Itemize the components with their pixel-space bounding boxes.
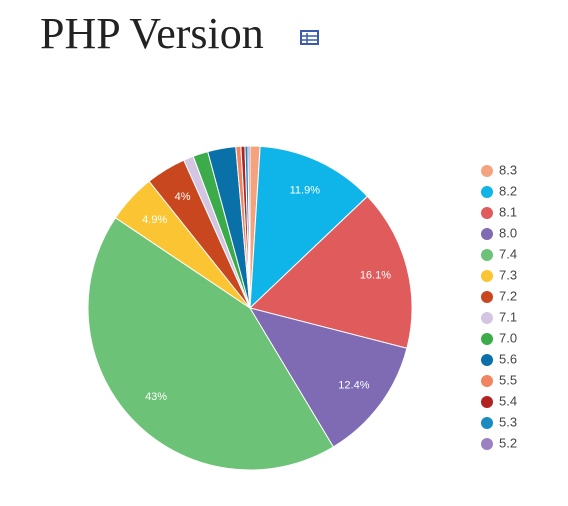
legend-label: 5.6	[499, 351, 517, 366]
legend-swatch	[481, 270, 493, 282]
value-label: 4.9%	[142, 214, 167, 226]
value-label: 43%	[145, 391, 167, 403]
legend-label: 5.2	[499, 435, 517, 450]
pie-slice	[249, 145, 369, 310]
legend-label: 7.1	[499, 309, 517, 324]
legend-label: 5.5	[499, 372, 517, 387]
legend-swatch	[481, 186, 493, 198]
legend-swatch	[481, 354, 493, 366]
legend-swatch	[481, 417, 493, 429]
legend-swatch	[481, 438, 493, 450]
legend-label: 7.4	[499, 246, 517, 261]
legend-swatch	[481, 333, 493, 345]
legend-label: 7.3	[499, 267, 517, 282]
table-icon[interactable]	[300, 30, 319, 45]
legend-swatch	[481, 291, 493, 303]
legend-swatch	[481, 207, 493, 219]
value-label: 11.9%	[290, 184, 321, 196]
legend-swatch	[481, 165, 493, 177]
legend-swatch	[481, 249, 493, 261]
legend-label: 8.3	[499, 162, 517, 177]
legend-label: 5.4	[499, 393, 517, 408]
value-label: 16.1%	[360, 269, 391, 281]
pie-slice	[247, 145, 251, 309]
value-label: 12.4%	[338, 379, 369, 391]
legend-label: 5.3	[499, 414, 517, 429]
pie-slice	[248, 307, 408, 448]
legend-label: 7.0	[499, 330, 517, 345]
legend-label: 8.1	[499, 204, 517, 219]
legend-swatch	[481, 228, 493, 240]
legend-swatch	[481, 375, 493, 387]
legend-label: 7.2	[499, 288, 517, 303]
pie-slice	[87, 217, 335, 471]
pie-slice	[249, 195, 413, 349]
value-label: 4%	[175, 191, 191, 203]
icon-frame	[300, 30, 319, 45]
chart-title: PHP Version	[40, 9, 264, 58]
legend-swatch	[481, 312, 493, 324]
legend-swatch	[481, 396, 493, 408]
legend-label: 8.2	[499, 183, 517, 198]
legend-label: 8.0	[499, 225, 517, 240]
